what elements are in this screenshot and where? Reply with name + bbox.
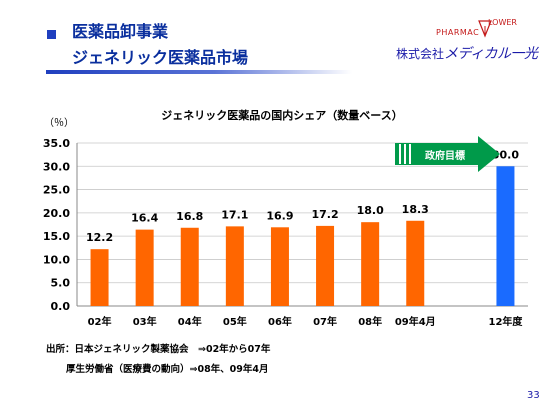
- logo-company-type: 株式会社: [396, 47, 445, 61]
- data-label: 18.0: [357, 204, 384, 217]
- data-label: 17.2: [311, 208, 338, 221]
- data-label: 16.8: [176, 210, 203, 223]
- y-tick-label: 15.0: [43, 230, 70, 243]
- slide-title-line2: ジェネリック医薬品市場: [72, 48, 249, 67]
- bar: [270, 227, 289, 306]
- bar: [496, 166, 515, 306]
- footnote-source-2: 厚生労働省（医療費の動向）⇒08年、09年4月: [66, 364, 269, 375]
- bar: [225, 226, 244, 306]
- page-number: 33: [527, 390, 540, 401]
- y-axis-label: （％）: [44, 117, 74, 129]
- data-label: 17.1: [221, 208, 248, 221]
- logo-brand-name: メディカル一光: [444, 46, 538, 62]
- bar: [90, 249, 109, 306]
- logo-flower-triangle-icon: [478, 20, 492, 38]
- arrow-stripe: [399, 144, 401, 164]
- footnote-source-1: 出所：日本ジェネリック製薬協会 ⇒02年から07年: [46, 344, 271, 355]
- arrow-stripe: [404, 144, 406, 164]
- data-label: 12.2: [86, 231, 113, 244]
- data-label: 16.9: [266, 209, 293, 222]
- header-underline: [46, 70, 352, 74]
- x-tick-label: 05年: [223, 315, 247, 328]
- arrow-stripe: [409, 144, 411, 164]
- x-tick-label: 02年: [88, 315, 112, 328]
- target-arrow-label: 政府目標: [425, 149, 465, 162]
- target-arrow: [395, 136, 500, 172]
- y-tick-label: 30.0: [43, 160, 70, 173]
- company-logo: PHARMAC LOWER 株式会社 メディカル一光: [396, 12, 556, 72]
- y-tick-label: 5.0: [51, 277, 71, 290]
- logo-flower-text: LOWER: [488, 18, 517, 27]
- title-bullet: [47, 30, 56, 39]
- bar: [316, 225, 335, 306]
- data-label: 18.3: [402, 203, 429, 216]
- y-tick-label: 35.0: [43, 137, 70, 150]
- data-label: 16.4: [131, 212, 158, 225]
- y-tick-label: 20.0: [43, 207, 70, 220]
- y-tick-label: 0.0: [51, 300, 71, 313]
- x-tick-label: 12年度: [488, 315, 523, 328]
- y-tick-label: 25.0: [43, 184, 70, 197]
- slide-header: 医薬品卸事業 ジェネリック医薬品市場: [0, 0, 560, 80]
- data-label: 30.0: [492, 148, 519, 161]
- x-tick-label: 03年: [133, 315, 157, 328]
- x-tick-label: 07年: [313, 315, 337, 328]
- generic-share-chart: ジェネリック医薬品の国内シェア（数量ベース） （％） 0.0 5.0 10.0 15.0 2…: [43, 108, 528, 328]
- bar: [406, 220, 425, 306]
- chart-title: ジェネリック医薬品の国内シェア（数量ベース）: [161, 108, 402, 122]
- x-tick-label: 04年: [178, 315, 202, 328]
- bar: [135, 229, 154, 306]
- logo-pharmac-text: PHARMAC: [436, 28, 480, 37]
- slide-title-line1: 医薬品卸事業: [72, 22, 169, 41]
- bar: [361, 222, 380, 306]
- x-tick-label: 06年: [268, 315, 292, 328]
- bar: [180, 227, 199, 306]
- x-tick-label: 09年4月: [395, 315, 436, 328]
- y-tick-label: 10.0: [43, 253, 70, 266]
- x-tick-label: 08年: [358, 315, 382, 328]
